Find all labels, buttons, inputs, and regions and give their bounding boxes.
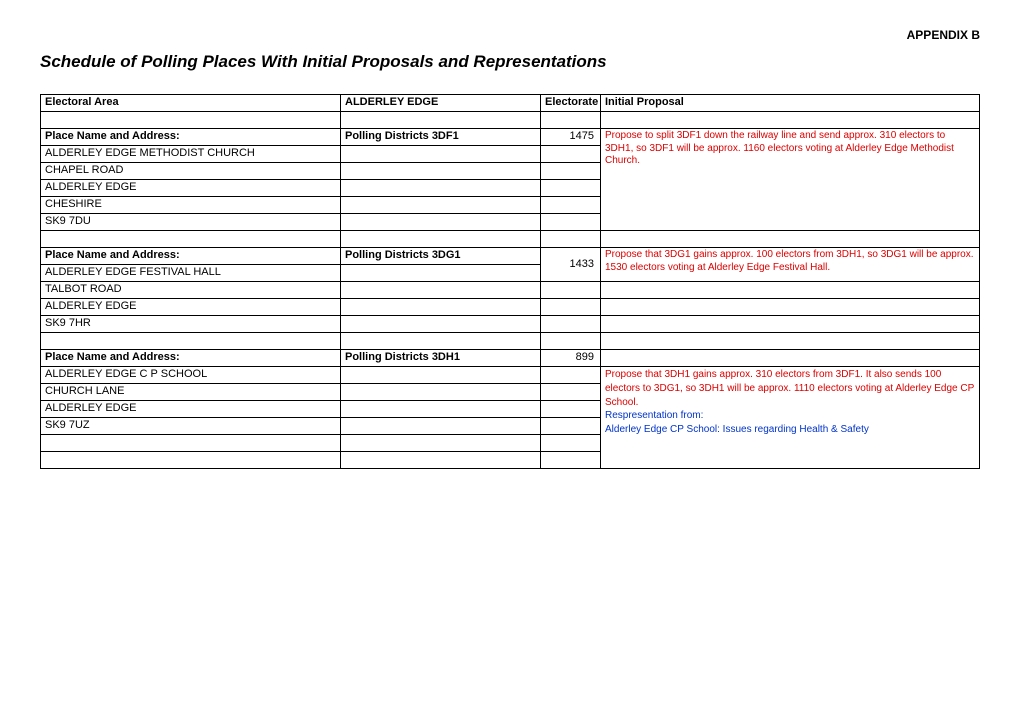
electorate-value: 1433 bbox=[541, 248, 601, 282]
polling-district-label: Polling Districts 3DG1 bbox=[341, 248, 541, 265]
address-line: CHESHIRE bbox=[41, 197, 341, 214]
table-header-row: Electoral Area ALDERLEY EDGE Electorate … bbox=[41, 95, 980, 112]
proposal-text: Propose that 3DG1 gains approx. 100 elec… bbox=[601, 248, 980, 282]
address-line: SK9 7UZ bbox=[41, 418, 341, 435]
address-line: ALDERLEY EDGE C P SCHOOL bbox=[41, 367, 341, 384]
address-line: ALDERLEY EDGE FESTIVAL HALL bbox=[41, 265, 341, 282]
place-name-label: Place Name and Address: bbox=[41, 248, 341, 265]
address-line: CHURCH LANE bbox=[41, 384, 341, 401]
place-name-label: Place Name and Address: bbox=[41, 350, 341, 367]
address-line: SK9 7DU bbox=[41, 214, 341, 231]
address-line: ALDERLEY EDGE METHODIST CHURCH bbox=[41, 146, 341, 163]
document-title: Schedule of Polling Places With Initial … bbox=[40, 52, 980, 72]
header-electoral-area-label: Electoral Area bbox=[41, 95, 341, 112]
proposal-text: Propose to split 3DF1 down the railway l… bbox=[601, 129, 980, 231]
address-line: ALDERLEY EDGE bbox=[41, 299, 341, 316]
address-line: TALBOT ROAD bbox=[41, 282, 341, 299]
header-area-value: ALDERLEY EDGE bbox=[341, 95, 541, 112]
electorate-value: 1475 bbox=[541, 129, 601, 146]
proposal-text: Propose that 3DH1 gains approx. 310 elec… bbox=[601, 367, 980, 469]
polling-district-label: Polling Districts 3DH1 bbox=[341, 350, 541, 367]
appendix-label: APPENDIX B bbox=[40, 28, 980, 42]
header-electorate-label: Electorate bbox=[541, 95, 601, 112]
address-line: ALDERLEY EDGE bbox=[41, 401, 341, 418]
polling-table: Electoral Area ALDERLEY EDGE Electorate … bbox=[40, 94, 980, 469]
address-line: SK9 7HR bbox=[41, 316, 341, 333]
polling-district-label: Polling Districts 3DF1 bbox=[341, 129, 541, 146]
electorate-value: 899 bbox=[541, 350, 601, 367]
address-line: ALDERLEY EDGE bbox=[41, 180, 341, 197]
header-initial-proposal-label: Initial Proposal bbox=[601, 95, 980, 112]
place-name-label: Place Name and Address: bbox=[41, 129, 341, 146]
address-line: CHAPEL ROAD bbox=[41, 163, 341, 180]
